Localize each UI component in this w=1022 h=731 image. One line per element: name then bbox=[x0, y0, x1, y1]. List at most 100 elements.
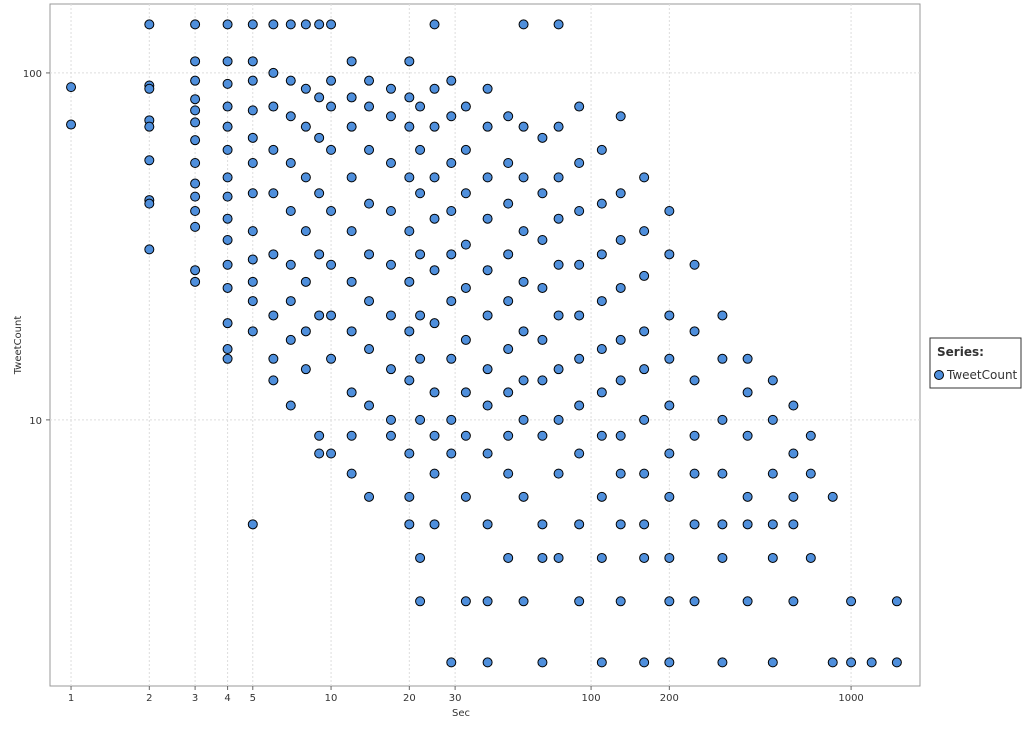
point bbox=[596, 491, 607, 502]
point bbox=[326, 259, 337, 270]
point bbox=[446, 448, 457, 459]
point bbox=[268, 353, 279, 364]
point bbox=[460, 239, 471, 250]
point bbox=[717, 353, 728, 364]
point bbox=[190, 75, 201, 86]
x-tick-label: 200 bbox=[660, 693, 679, 704]
point bbox=[385, 364, 396, 375]
point bbox=[639, 364, 650, 375]
point bbox=[503, 468, 514, 479]
point bbox=[364, 400, 375, 411]
point bbox=[385, 430, 396, 441]
point bbox=[742, 519, 753, 530]
point bbox=[300, 276, 311, 287]
point bbox=[415, 188, 426, 199]
point bbox=[385, 310, 396, 321]
point bbox=[553, 552, 564, 563]
point bbox=[664, 657, 675, 668]
point bbox=[268, 310, 279, 321]
point bbox=[222, 318, 233, 329]
x-tick-label: 5 bbox=[250, 693, 256, 704]
point bbox=[326, 101, 337, 112]
point bbox=[404, 56, 415, 67]
point bbox=[460, 387, 471, 398]
point bbox=[326, 310, 337, 321]
point bbox=[866, 657, 877, 668]
point bbox=[385, 158, 396, 169]
point bbox=[346, 430, 357, 441]
point bbox=[460, 188, 471, 199]
point bbox=[285, 19, 296, 30]
point bbox=[460, 596, 471, 607]
point bbox=[767, 552, 778, 563]
point bbox=[553, 172, 564, 183]
point bbox=[553, 19, 564, 30]
point bbox=[190, 135, 201, 146]
point bbox=[346, 387, 357, 398]
point bbox=[446, 75, 457, 86]
point bbox=[222, 101, 233, 112]
point bbox=[537, 282, 548, 293]
point bbox=[326, 353, 337, 364]
point bbox=[503, 198, 514, 209]
point bbox=[314, 430, 325, 441]
point bbox=[268, 67, 279, 78]
point bbox=[222, 121, 233, 132]
point bbox=[144, 83, 155, 94]
point bbox=[385, 83, 396, 94]
point bbox=[222, 344, 233, 355]
point bbox=[553, 259, 564, 270]
point bbox=[144, 121, 155, 132]
point bbox=[429, 19, 440, 30]
point bbox=[346, 276, 357, 287]
point bbox=[742, 387, 753, 398]
point bbox=[247, 56, 258, 67]
point bbox=[537, 519, 548, 530]
legend-swatch bbox=[934, 370, 944, 380]
point bbox=[615, 234, 626, 245]
point bbox=[190, 117, 201, 128]
point bbox=[460, 101, 471, 112]
point bbox=[615, 468, 626, 479]
point bbox=[446, 657, 457, 668]
point bbox=[364, 144, 375, 155]
x-tick-label: 30 bbox=[449, 693, 462, 704]
point bbox=[326, 75, 337, 86]
point bbox=[518, 375, 529, 386]
point bbox=[404, 276, 415, 287]
point bbox=[404, 519, 415, 530]
point bbox=[574, 596, 585, 607]
point bbox=[300, 172, 311, 183]
point bbox=[639, 414, 650, 425]
point bbox=[429, 468, 440, 479]
point bbox=[404, 448, 415, 459]
point bbox=[664, 491, 675, 502]
x-tick-label: 10 bbox=[325, 693, 338, 704]
point bbox=[247, 105, 258, 116]
point bbox=[364, 249, 375, 260]
point bbox=[247, 519, 258, 530]
point bbox=[415, 310, 426, 321]
point bbox=[268, 375, 279, 386]
point bbox=[446, 296, 457, 307]
point bbox=[827, 491, 838, 502]
point bbox=[742, 353, 753, 364]
point bbox=[482, 596, 493, 607]
point bbox=[553, 468, 564, 479]
point bbox=[574, 310, 585, 321]
point bbox=[537, 657, 548, 668]
point bbox=[404, 375, 415, 386]
point bbox=[788, 491, 799, 502]
point bbox=[596, 344, 607, 355]
point bbox=[300, 83, 311, 94]
point bbox=[574, 400, 585, 411]
point bbox=[482, 519, 493, 530]
point bbox=[482, 657, 493, 668]
x-tick-label: 3 bbox=[192, 693, 198, 704]
point bbox=[689, 596, 700, 607]
point bbox=[385, 205, 396, 216]
point bbox=[689, 468, 700, 479]
point bbox=[615, 282, 626, 293]
point bbox=[574, 205, 585, 216]
point bbox=[596, 249, 607, 260]
